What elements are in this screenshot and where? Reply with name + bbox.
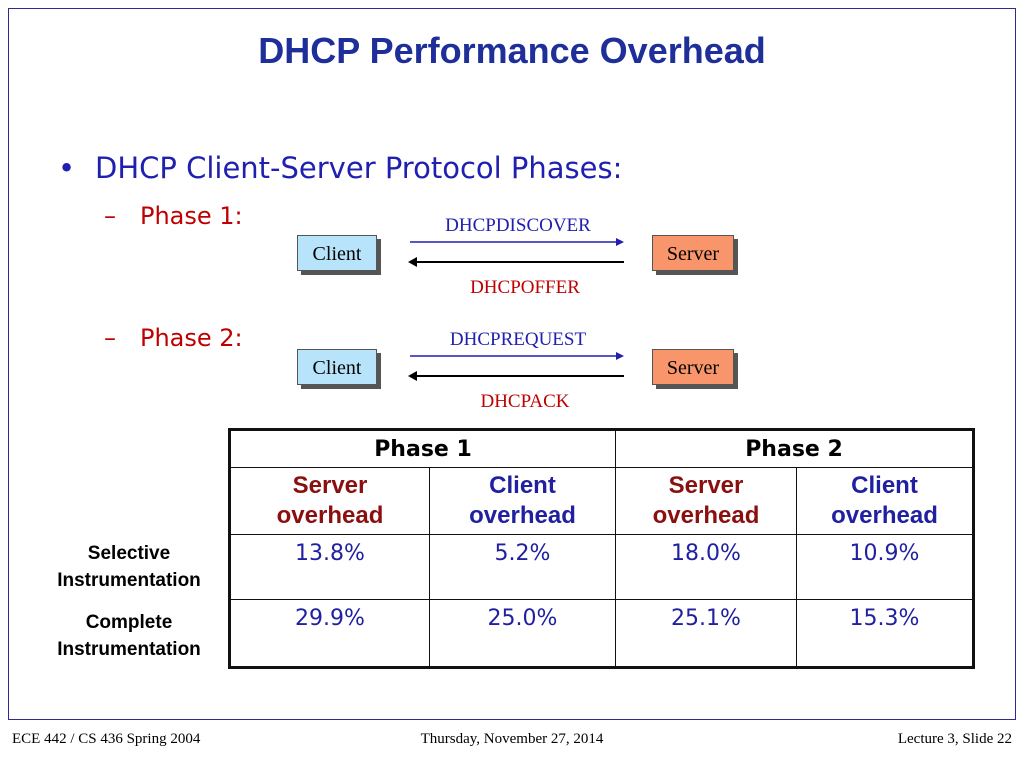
phase2-client-overhead-header: Client overhead xyxy=(796,467,974,535)
overhead-table: Phase 1 Phase 2 Server overhead Client o… xyxy=(228,428,975,669)
phase2-label: – Phase 2: xyxy=(104,324,243,352)
footer-course: ECE 442 / CS 436 Spring 2004 xyxy=(12,731,201,747)
phase2-reply-arrow xyxy=(408,371,624,381)
table-header-row: Phase 1 Phase 2 xyxy=(229,429,974,468)
table-cell: 18.0% xyxy=(615,533,797,601)
row-label-complete: Complete Instrumentation xyxy=(24,609,234,663)
phase1-header: Phase 1 xyxy=(229,429,616,468)
phase1-reply-label: DHCPOFFER xyxy=(470,277,580,298)
main-bullet-text: DHCP Client-Server Protocol Phases: xyxy=(95,151,623,185)
table-cell: 25.0% xyxy=(429,599,616,668)
main-bullet: • DHCP Client-Server Protocol Phases: xyxy=(58,151,622,185)
phase2-server-box: Server xyxy=(652,349,734,385)
header-line: Client xyxy=(489,472,556,499)
header-line: overhead xyxy=(652,502,760,529)
row-label-selective: Selective Instrumentation xyxy=(24,540,234,594)
phase2-client-box: Client xyxy=(297,349,377,385)
phase1-client-overhead-header: Client overhead xyxy=(429,467,616,535)
phase2-request-arrow xyxy=(410,352,624,360)
phase2-reply-label: DHCPACK xyxy=(480,391,570,412)
phase2-label-text: Phase 2: xyxy=(140,324,243,352)
dash-marker: – xyxy=(104,202,116,230)
footer-date: Thursday, November 27, 2014 xyxy=(420,731,604,747)
row-label-line: Instrumentation xyxy=(57,639,201,660)
phase2-server-overhead-header: Server overhead xyxy=(615,467,797,535)
table-cell: 29.9% xyxy=(229,599,430,668)
phase1-server-box: Server xyxy=(652,235,734,271)
bullet-marker: • xyxy=(58,151,76,185)
phase1-label-text: Phase 1: xyxy=(140,202,243,230)
slide-title: DHCP Performance Overhead xyxy=(258,30,766,71)
header-line: Server xyxy=(668,472,744,499)
table-cell: 10.9% xyxy=(796,533,974,601)
phase1-label: – Phase 1: xyxy=(104,202,243,230)
header-line: overhead xyxy=(469,502,576,529)
header-line: overhead xyxy=(276,502,384,529)
footer-slide-number: Lecture 3, Slide 22 xyxy=(897,731,1012,747)
phase1-request-label: DHCPDISCOVER xyxy=(445,215,591,236)
table-cell: 5.2% xyxy=(429,533,616,601)
table-row: 29.9% 25.0% 25.1% 15.3% xyxy=(229,599,974,668)
header-line: overhead xyxy=(831,502,938,529)
phase1-server-overhead-header: Server overhead xyxy=(229,467,430,535)
row-label-line: Complete xyxy=(85,612,173,633)
table-row: 13.8% 5.2% 18.0% 10.9% xyxy=(229,533,974,601)
phase1-request-arrow xyxy=(410,238,624,246)
table-subheader-row: Server overhead Client overhead Server o… xyxy=(229,467,974,535)
phase2-header: Phase 2 xyxy=(615,429,974,468)
table-cell: 15.3% xyxy=(796,599,974,668)
row-label-line: Selective xyxy=(87,543,171,564)
table-cell: 13.8% xyxy=(229,533,430,601)
table-cell: 25.1% xyxy=(615,599,797,668)
phase2-request-label: DHCPREQUEST xyxy=(449,329,587,350)
phase1-reply-arrow xyxy=(408,257,624,267)
row-label-line: Instrumentation xyxy=(57,570,201,591)
slide-frame xyxy=(8,8,1016,720)
dash-marker: – xyxy=(104,324,116,352)
header-line: Server xyxy=(292,472,368,499)
phase1-client-box: Client xyxy=(297,235,377,271)
header-line: Client xyxy=(851,472,918,499)
